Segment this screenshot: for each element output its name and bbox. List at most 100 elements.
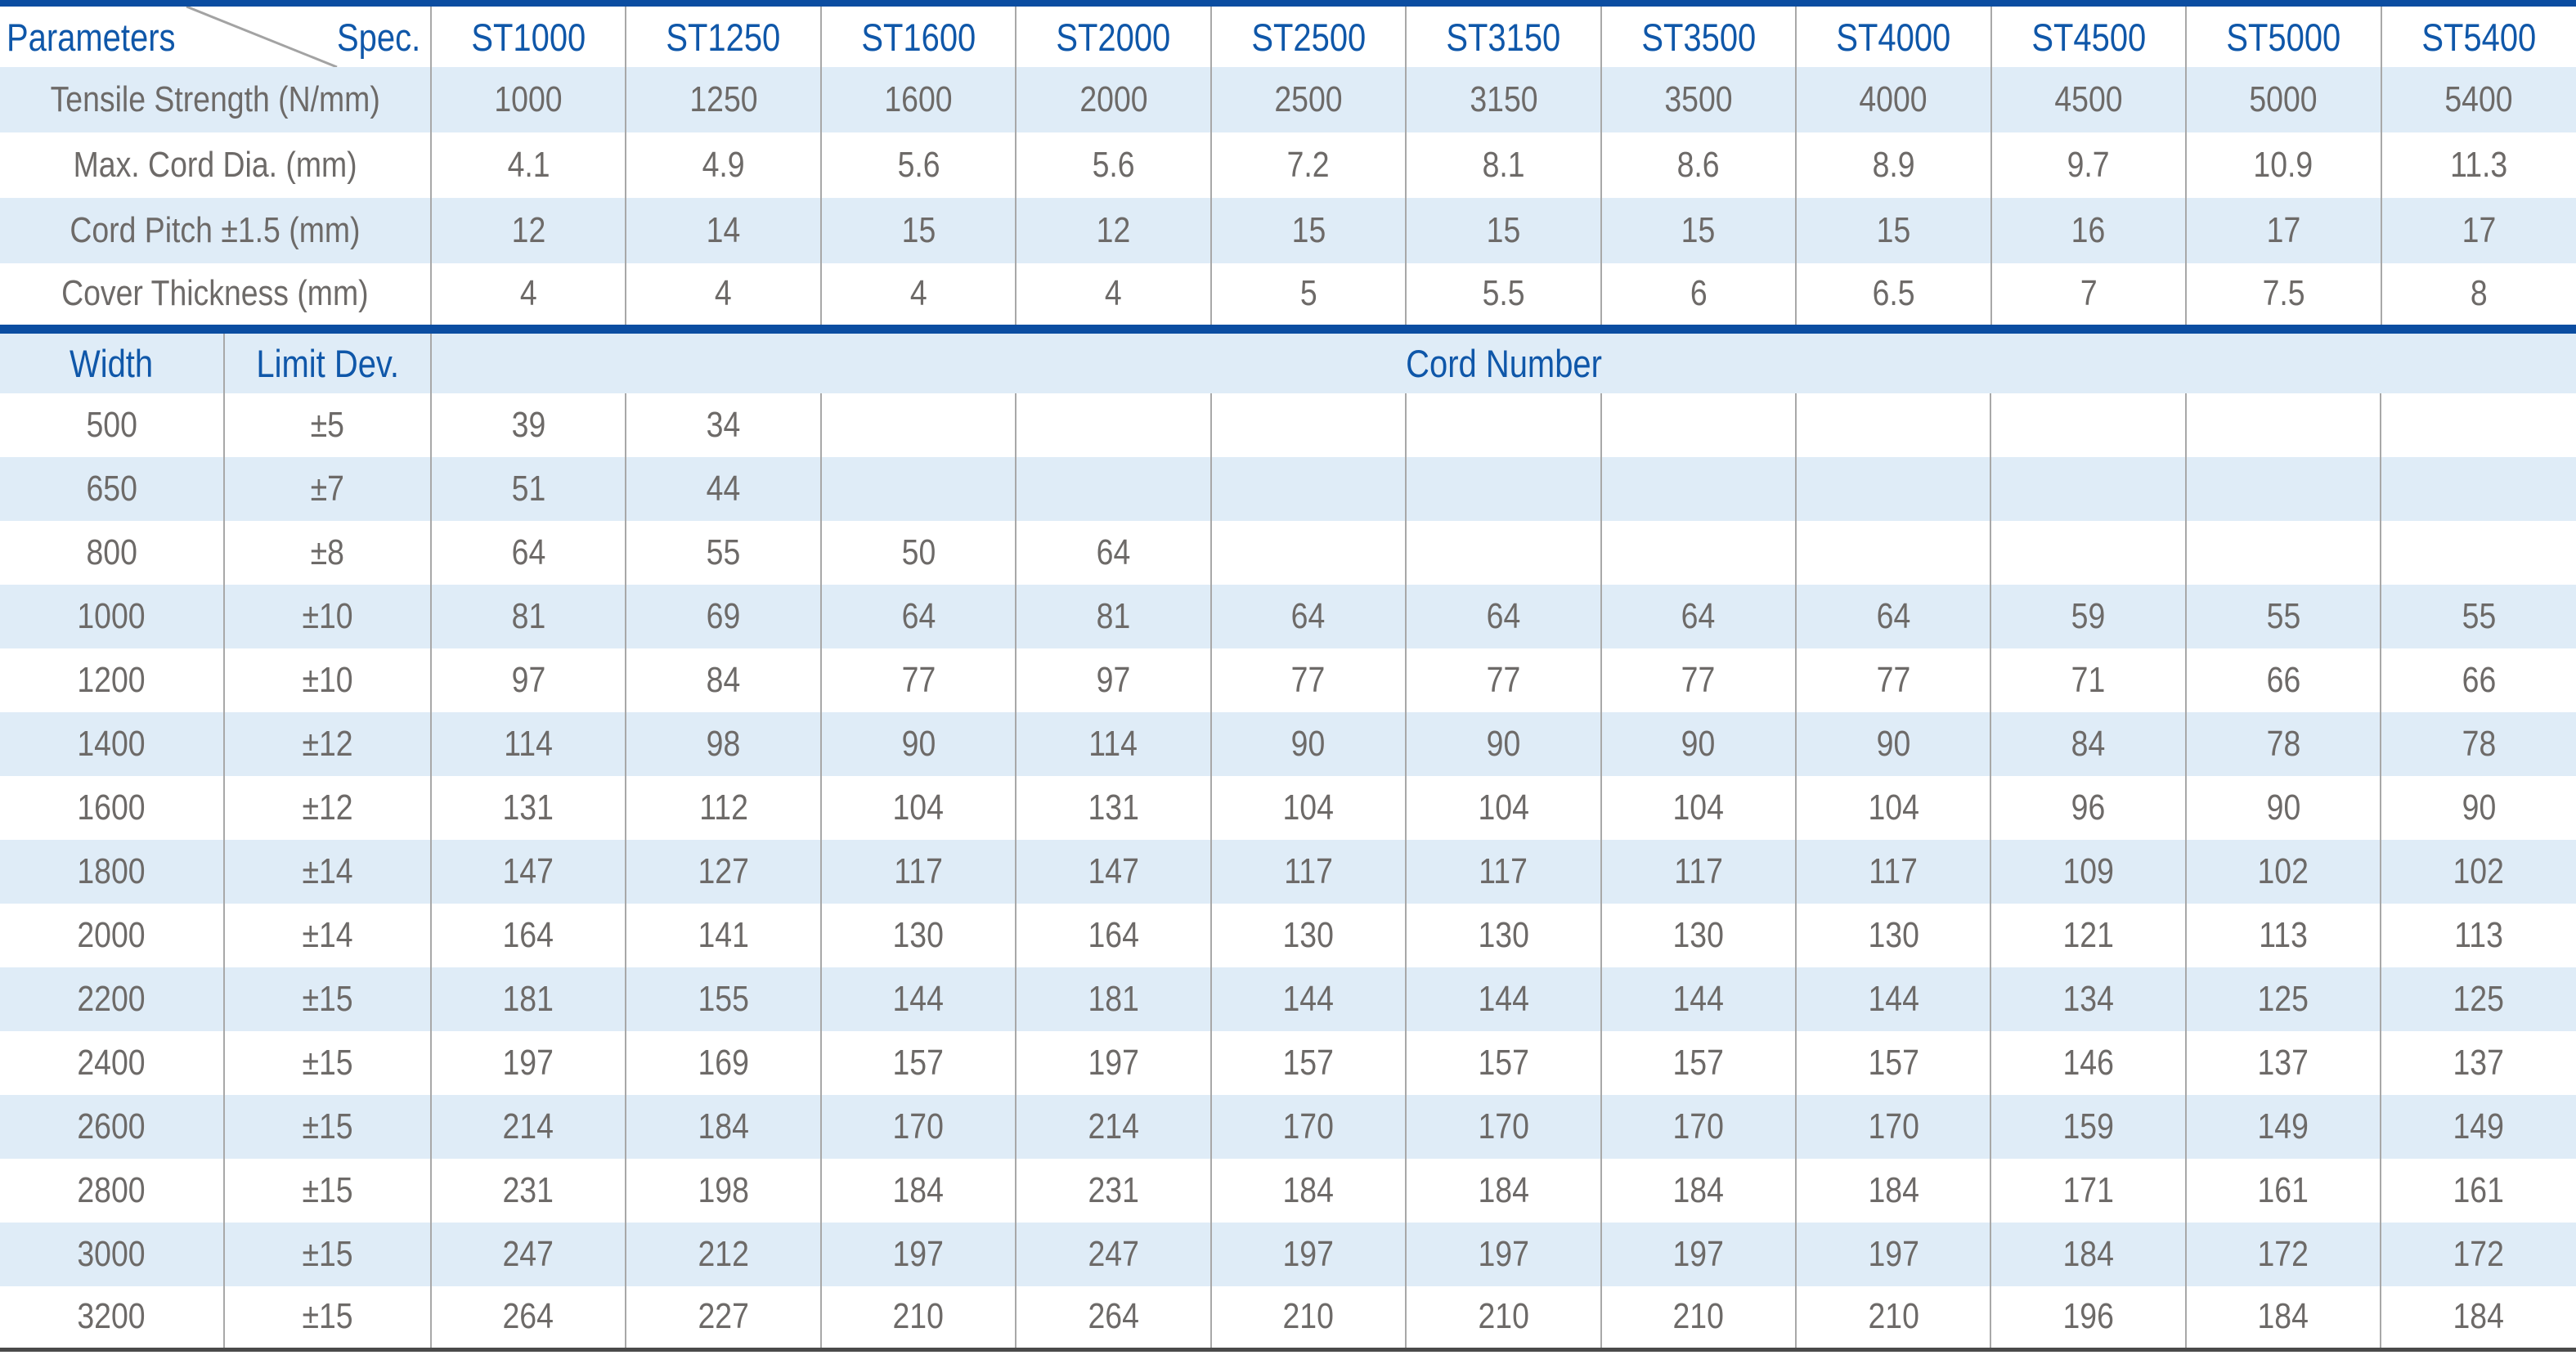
cord-number-value-cell-label: 97 (1096, 659, 1131, 700)
cord-number-value-cell: 164 (429, 903, 626, 967)
width-value-cell-label: 1400 (77, 723, 146, 764)
cord-number-value-cell: 78 (2380, 711, 2576, 776)
spec-column-header: ST5400 (2380, 7, 2576, 67)
cord-number-value-cell-label: 66 (2266, 659, 2300, 700)
cord-number-value-cell: 197 (819, 1222, 1016, 1286)
cord-number-value-cell (1795, 520, 1991, 585)
cord-number-value-cell: 117 (1209, 839, 1407, 904)
spec-value-cell-label: 15 (1876, 210, 1911, 250)
cord-number-value-cell: 130 (1405, 903, 1601, 967)
cord-number-table: Width Limit Dev. Cord Number 500 ±5 39 34 65… (0, 333, 2576, 1352)
cord-number-value-cell (2184, 520, 2381, 585)
cord-number-value-cell: 104 (1209, 775, 1407, 840)
spec-value-cell-label: 8.6 (1676, 145, 1720, 185)
spec-value-cell-label: 3150 (1469, 79, 1538, 119)
spec-value-cell: 12 (1015, 198, 1211, 263)
spec-value-cell: 17 (2380, 198, 2576, 263)
cord-number-value-cell-label: 149 (2257, 1106, 2309, 1146)
cord-number-value-cell: 171 (1990, 1158, 2186, 1223)
limit-dev-value-cell-label: ±15 (302, 1233, 353, 1274)
cord-number-value-cell-label: 137 (2257, 1042, 2309, 1083)
cord-number-value-cell-label: 104 (1672, 787, 1725, 828)
spec-value-cell-label: 14 (706, 210, 741, 250)
cord-number-value-cell-label: 197 (1282, 1233, 1335, 1274)
cord-number-value-cell (1600, 520, 1797, 585)
cord-number-value-cell-label: 197 (1478, 1233, 1529, 1274)
corner-header-cell: Parameters Spec. (0, 7, 431, 67)
cord-number-value-cell: 157 (1600, 1030, 1797, 1095)
cord-number-value-cell: 78 (2184, 711, 2381, 776)
spec-value-cell: 5.5 (1405, 263, 1601, 329)
spec-value-cell-label: 10.9 (2253, 145, 2313, 185)
parameter-name-cell: Tensile Strength (N/mm) (0, 67, 431, 132)
cord-number-value-cell-label: 98 (706, 723, 741, 764)
spec-value-cell: 4.9 (625, 132, 821, 198)
cord-row: 1000 ±10 81 69 64 81 64 64 64 64 59 55 55 (0, 584, 2576, 648)
cord-number-value-cell: 155 (625, 967, 821, 1031)
cord-number-value-cell-label: 198 (698, 1169, 749, 1210)
cord-number-value-cell-label: 231 (502, 1169, 554, 1210)
cord-number-value-cell-label: 181 (1088, 978, 1139, 1019)
spec-value-cell: 15 (1405, 198, 1601, 263)
limit-dev-value-cell: ±7 (222, 456, 431, 521)
spec-header-row: Parameters Spec. ST1000 ST1250 ST1600 ST200… (0, 7, 2576, 67)
width-header-label: Width (70, 341, 154, 385)
spec-value-cell: 7.5 (2185, 263, 2381, 329)
spec-column-header: ST4000 (1795, 7, 1991, 67)
cord-number-value-cell: 104 (1600, 775, 1797, 840)
cord-number-value-cell-label: 131 (1088, 787, 1139, 828)
spec-value-cell-label: 15 (1291, 210, 1326, 250)
cord-number-value-cell-label: 170 (892, 1106, 945, 1146)
cord-number-value-cell-label: 170 (1282, 1106, 1335, 1146)
cord-number-value-cell-label: 184 (2062, 1233, 2114, 1274)
width-value-cell: 500 (0, 393, 224, 457)
cord-number-value-cell-label: 210 (1672, 1296, 1725, 1337)
cord-number-value-cell: 130 (1209, 903, 1407, 967)
parameter-name-cell: Max. Cord Dia. (mm) (0, 132, 431, 198)
spec-value-cell: 4500 (1990, 67, 2187, 132)
cord-number-value-cell-label: 214 (1088, 1106, 1139, 1146)
cord-row: 2400 ±15 197 169 157 197 157 157 157 157 146 137 137 (0, 1030, 2576, 1095)
cord-number-value-cell-label: 170 (1868, 1106, 1919, 1146)
spec-value-cell: 5000 (2185, 67, 2381, 132)
parameter-name-cell: Cover Thickness (mm) (0, 263, 431, 329)
spec-value-cell: 6.5 (1795, 263, 1991, 329)
cord-number-value-cell: 59 (1990, 584, 2186, 648)
cord-number-value-cell-label: 210 (1478, 1296, 1529, 1337)
cord-number-value-cell-label: 90 (2462, 787, 2496, 828)
spec-value-cell-label: 17 (2462, 210, 2497, 250)
cord-number-value-cell: 112 (625, 775, 821, 840)
cord-number-value-cell: 172 (2184, 1222, 2381, 1286)
cord-number-value-cell: 55 (2380, 584, 2576, 648)
cord-number-value-cell-label: 117 (894, 850, 943, 891)
cord-number-value-cell-label: 90 (1486, 723, 1521, 764)
spec-value-cell-label: 12 (1096, 210, 1131, 250)
cord-number-value-cell: 147 (1015, 839, 1211, 904)
width-value-cell: 2600 (0, 1095, 224, 1159)
spec-value-cell: 15 (1600, 198, 1797, 263)
cord-number-value-cell: 144 (1405, 967, 1601, 1031)
cord-number-value-cell-label: 146 (2062, 1042, 2114, 1083)
cord-number-value-cell: 144 (1795, 967, 1991, 1031)
cord-number-value-cell: 184 (1600, 1158, 1797, 1223)
cord-number-value-cell-label: 184 (2453, 1296, 2505, 1337)
cord-number-value-cell (1990, 456, 2186, 521)
cord-number-value-cell (2380, 393, 2576, 457)
cord-number-value-cell-label: 172 (2257, 1233, 2309, 1274)
cord-number-value-cell: 181 (1015, 967, 1211, 1031)
cord-number-value-cell: 184 (625, 1094, 821, 1159)
cord-number-value-cell-label: 121 (2062, 914, 2114, 955)
cord-number-value-cell-label: 197 (892, 1233, 945, 1274)
cord-number-value-cell: 210 (1209, 1285, 1407, 1350)
cord-number-value-cell-label: 77 (1291, 659, 1326, 700)
cord-number-value-cell-label: 81 (511, 595, 546, 636)
parameters-spec-table: Parameters Spec. ST1000 ST1250 ST1600 ST200… (0, 7, 2576, 334)
cord-number-value-cell-label: 130 (1672, 914, 1725, 955)
spec-value-cell-label: 12 (511, 210, 546, 250)
limit-dev-value-cell-label: ±5 (310, 404, 344, 445)
cord-number-value-cell-label: 77 (901, 659, 936, 700)
spec-column-header-label: ST2500 (1251, 15, 1366, 59)
spec-value-cell-label: 4 (1105, 273, 1122, 314)
width-value-cell-label: 3200 (77, 1296, 146, 1337)
cord-number-value-cell-label: 113 (2259, 914, 2308, 955)
